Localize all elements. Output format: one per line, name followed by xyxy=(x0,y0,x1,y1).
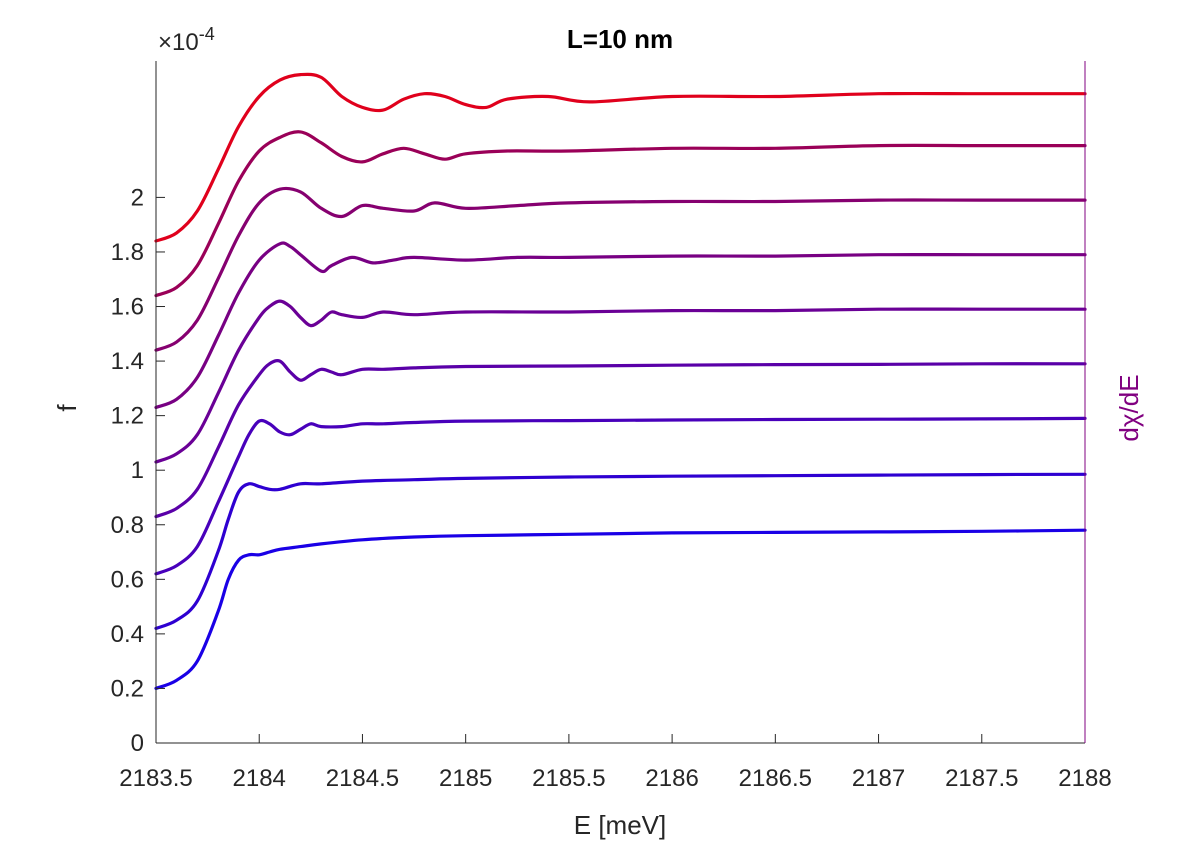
y-tick-label: 1 xyxy=(131,457,144,484)
x-axis-label: E [meV] xyxy=(574,810,666,840)
y-tick-label: 2 xyxy=(131,184,144,211)
x-tick-label: 2184.5 xyxy=(326,765,399,792)
x-ticks: 2183.5 2184 2184.5 2185 2185.5 2186 2186.5 2187… xyxy=(119,734,1112,792)
x-tick-label: 2185.5 xyxy=(532,765,605,792)
y-axis-label: f xyxy=(52,404,82,412)
y-exponent-base: ×10 xyxy=(158,29,199,56)
y-tick-label: 1.6 xyxy=(111,294,144,321)
series-line-2 xyxy=(154,472,1087,630)
y-tick-label: 1.2 xyxy=(111,403,144,430)
y-tick-label: 0.6 xyxy=(111,566,144,593)
series-line-9 xyxy=(154,72,1087,243)
series-line-5 xyxy=(154,299,1087,464)
y-tick-label: 0.8 xyxy=(111,512,144,539)
plot-lines xyxy=(154,72,1087,690)
x-tick-label: 2186 xyxy=(645,765,698,792)
x-tick-label: 2187 xyxy=(852,765,905,792)
series-line-7 xyxy=(154,186,1087,352)
series-line-4 xyxy=(154,359,1087,519)
y-tick-label: 1.8 xyxy=(111,239,144,266)
chart-title: L=10 nm xyxy=(567,24,673,54)
x-tick-label: 2185 xyxy=(439,765,492,792)
x-tick-label: 2186.5 xyxy=(739,765,812,792)
x-tick-label: 2187.5 xyxy=(945,765,1018,792)
series-line-1 xyxy=(154,528,1087,690)
y-tick-label: 0 xyxy=(131,730,144,757)
x-tick-label: 2188 xyxy=(1058,765,1111,792)
x-tick-label: 2183.5 xyxy=(119,765,192,792)
y-ticks: 0 0.2 0.4 0.6 0.8 1 1.2 1.4 1.6 1.8 2 xyxy=(111,184,165,757)
y-tick-label: 0.2 xyxy=(111,675,144,702)
series-line-3 xyxy=(154,416,1087,576)
y-exponent-label: ×10-4 xyxy=(158,24,215,56)
y-tick-label: 0.4 xyxy=(111,621,144,648)
right-axis-label: dχ/dE xyxy=(1114,374,1144,441)
y-exponent-power: -4 xyxy=(199,24,215,44)
series-line-8 xyxy=(154,130,1087,298)
y-tick-label: 1.4 xyxy=(111,348,144,375)
x-tick-label: 2184 xyxy=(233,765,286,792)
series-line-6 xyxy=(154,241,1087,410)
